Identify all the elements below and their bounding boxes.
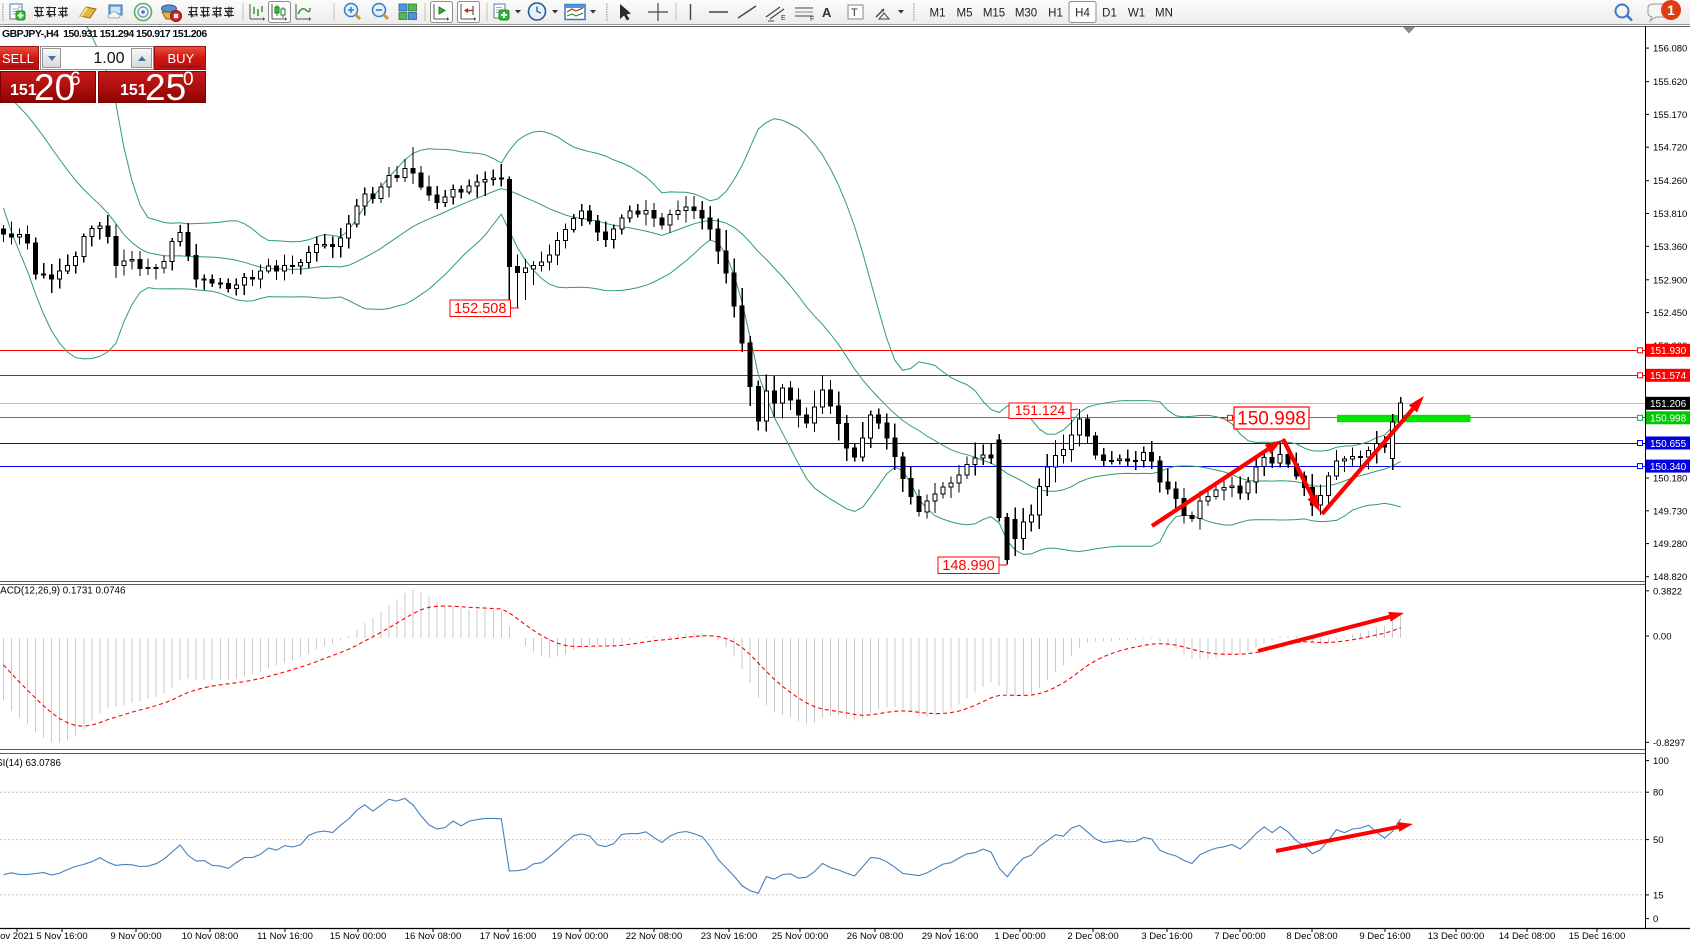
svg-text:154.260: 154.260 xyxy=(1653,176,1687,187)
svg-text:150.655: 150.655 xyxy=(1650,439,1687,450)
svg-text:0.00: 0.00 xyxy=(1653,632,1672,643)
svg-text:W1: W1 xyxy=(1128,8,1145,20)
svg-text:151.574: 151.574 xyxy=(1650,371,1687,382)
svg-text:150.998: 150.998 xyxy=(1650,414,1687,425)
svg-text:154.720: 154.720 xyxy=(1653,143,1687,154)
svg-text:156.080: 156.080 xyxy=(1653,44,1687,55)
svg-text:153.810: 153.810 xyxy=(1653,209,1687,220)
svg-text:22 Nov 08:00: 22 Nov 08:00 xyxy=(626,931,683,941)
svg-text:151.206: 151.206 xyxy=(1650,399,1687,410)
svg-text:15 Nov 00:00: 15 Nov 00:00 xyxy=(330,931,387,941)
svg-text:M30: M30 xyxy=(1015,8,1037,20)
svg-text:25 Nov 00:00: 25 Nov 00:00 xyxy=(772,931,829,941)
svg-text:1: 1 xyxy=(1667,3,1675,18)
svg-text:1 Dec 00:00: 1 Dec 00:00 xyxy=(994,931,1045,941)
svg-text:M5: M5 xyxy=(957,8,973,20)
svg-text:149.280: 149.280 xyxy=(1653,539,1687,550)
svg-text:2 Dec 08:00: 2 Dec 08:00 xyxy=(1067,931,1118,941)
svg-text:150.998: 150.998 xyxy=(1237,409,1306,430)
svg-text:E: E xyxy=(781,15,786,22)
svg-text:D1: D1 xyxy=(1102,8,1117,20)
svg-text:13 Dec 00:00: 13 Dec 00:00 xyxy=(1428,931,1485,941)
svg-text:14 Dec 08:00: 14 Dec 08:00 xyxy=(1499,931,1556,941)
svg-text:150.180: 150.180 xyxy=(1653,474,1687,485)
svg-text:H1: H1 xyxy=(1048,8,1063,20)
svg-text:-0.8297: -0.8297 xyxy=(1653,738,1685,749)
svg-text:16 Nov 08:00: 16 Nov 08:00 xyxy=(405,931,462,941)
svg-text:MN: MN xyxy=(1155,8,1173,20)
svg-text:H4: H4 xyxy=(1075,8,1090,20)
svg-text:151.930: 151.930 xyxy=(1650,346,1687,357)
svg-text:10 Nov 08:00: 10 Nov 08:00 xyxy=(182,931,239,941)
svg-text:A: A xyxy=(822,5,832,20)
svg-text:M1: M1 xyxy=(930,8,946,20)
svg-text:11 Nov 16:00: 11 Nov 16:00 xyxy=(257,931,313,941)
svg-text:17 Nov 16:00: 17 Nov 16:00 xyxy=(480,931,537,941)
svg-text:155.620: 155.620 xyxy=(1653,77,1687,88)
svg-text:80: 80 xyxy=(1653,788,1664,799)
svg-text:149.730: 149.730 xyxy=(1653,506,1687,517)
svg-text:29 Nov 16:00: 29 Nov 16:00 xyxy=(922,931,979,941)
svg-text:100: 100 xyxy=(1653,756,1669,767)
svg-text:T: T xyxy=(851,7,858,19)
svg-text:ov 2021: ov 2021 xyxy=(0,931,34,941)
svg-text:GBPJPY-,H4 150.931 151.294 15: GBPJPY-,H4 150.931 151.294 150.917 151.2… xyxy=(2,28,207,40)
svg-text:26 Nov 08:00: 26 Nov 08:00 xyxy=(847,931,904,941)
svg-text:F: F xyxy=(810,16,814,23)
svg-text:9 Dec 16:00: 9 Dec 16:00 xyxy=(1359,931,1410,941)
svg-text:148.820: 148.820 xyxy=(1653,572,1687,583)
svg-text:9 Nov 00:00: 9 Nov 00:00 xyxy=(110,931,161,941)
svg-text:152.450: 152.450 xyxy=(1653,308,1687,319)
svg-text:M15: M15 xyxy=(983,8,1005,20)
svg-text:151.124: 151.124 xyxy=(1015,402,1066,418)
svg-text:152.900: 152.900 xyxy=(1653,275,1687,286)
svg-text:153.360: 153.360 xyxy=(1653,242,1687,253)
svg-text:19 Nov 00:00: 19 Nov 00:00 xyxy=(552,931,609,941)
svg-text:23 Nov 16:00: 23 Nov 16:00 xyxy=(701,931,758,941)
svg-text:3 Dec 16:00: 3 Dec 16:00 xyxy=(1141,931,1192,941)
svg-text:0.3822: 0.3822 xyxy=(1653,586,1682,597)
svg-text:0: 0 xyxy=(1653,914,1658,925)
svg-text:150.340: 150.340 xyxy=(1650,462,1687,473)
svg-text:7 Dec 00:00: 7 Dec 00:00 xyxy=(1214,931,1265,941)
svg-text:8 Dec 08:00: 8 Dec 08:00 xyxy=(1286,931,1337,941)
svg-text:15: 15 xyxy=(1653,890,1664,901)
svg-text:15 Dec 16:00: 15 Dec 16:00 xyxy=(1569,931,1626,941)
svg-text:5 Nov 16:00: 5 Nov 16:00 xyxy=(36,931,87,941)
svg-text:RSI(14) 63.0786: RSI(14) 63.0786 xyxy=(0,758,61,769)
svg-text:152.508: 152.508 xyxy=(454,301,506,317)
svg-text:155.170: 155.170 xyxy=(1653,110,1687,121)
svg-text:148.990: 148.990 xyxy=(942,558,994,574)
svg-text:MACD(12,26,9) 0.1731 0.0746: MACD(12,26,9) 0.1731 0.0746 xyxy=(0,586,126,597)
svg-text:50: 50 xyxy=(1653,835,1664,846)
